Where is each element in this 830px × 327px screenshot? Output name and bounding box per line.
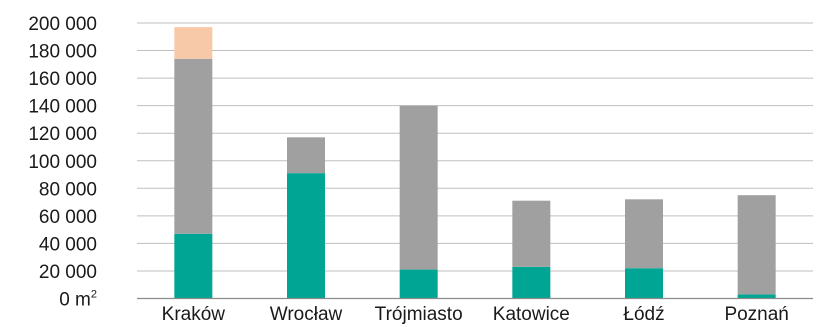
x-tick-label: Trójmiasto bbox=[375, 304, 463, 325]
x-tick-label: Katowice bbox=[493, 304, 570, 325]
y-tick-label: 180 000 bbox=[28, 42, 97, 63]
bar-segment-1 bbox=[287, 137, 325, 174]
bar-segment-0 bbox=[512, 266, 551, 299]
x-tick-label: Kraków bbox=[162, 304, 226, 325]
bar-segment-1 bbox=[625, 199, 663, 269]
labels: 0 m2 20 000 40 000 60 000 80 000 100 000 120 0… bbox=[28, 14, 789, 325]
bar-segment-0 bbox=[737, 294, 776, 299]
bar-segment-1 bbox=[399, 105, 438, 270]
bar-segment-0 bbox=[399, 269, 438, 299]
bar-segment-1 bbox=[174, 58, 213, 234]
bar-segment-0 bbox=[625, 268, 663, 299]
gridlines bbox=[137, 22, 813, 272]
x-tick-label: Wrocław bbox=[270, 304, 343, 325]
bar-segment-0 bbox=[287, 173, 325, 299]
y-tick-label: 100 000 bbox=[28, 152, 97, 173]
bar-segment-0 bbox=[174, 233, 213, 299]
y-tick-label: 120 000 bbox=[28, 124, 97, 145]
bar-segment-1 bbox=[737, 195, 776, 295]
y-tick-label: 0 m2 bbox=[59, 289, 97, 311]
y-tick-label: 200 000 bbox=[28, 14, 97, 35]
x-tick-label: Łódź bbox=[623, 304, 664, 325]
y-tick-label: 20 000 bbox=[39, 262, 97, 283]
bar-segment-1 bbox=[512, 200, 551, 267]
x-tick-label: Poznań bbox=[724, 304, 788, 325]
y-tick-label: 140 000 bbox=[28, 97, 97, 118]
bars bbox=[174, 27, 776, 299]
bar-segment-2 bbox=[174, 27, 213, 59]
y-tick-label: 60 000 bbox=[39, 207, 97, 228]
y-tick-label: 40 000 bbox=[39, 234, 97, 255]
y-tick-label: 160 000 bbox=[28, 69, 97, 90]
y-tick-label: 80 000 bbox=[39, 179, 97, 200]
